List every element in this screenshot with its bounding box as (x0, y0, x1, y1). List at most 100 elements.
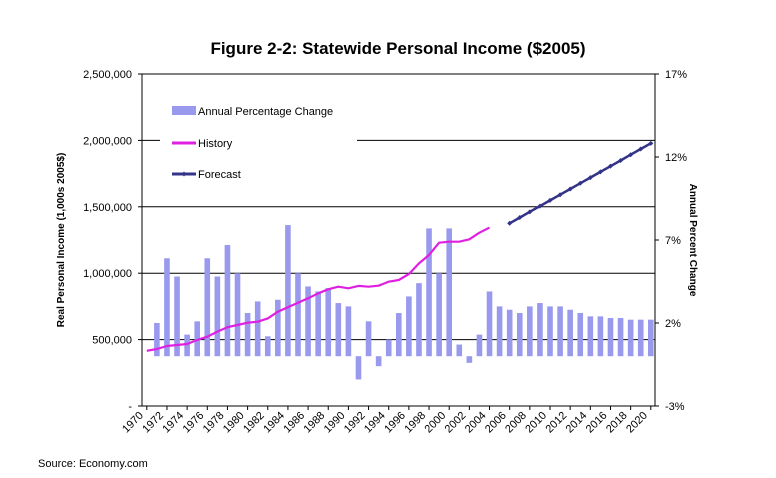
left-tick-label: 500,000 (92, 335, 132, 347)
legend-bar-swatch (172, 106, 196, 115)
right-tick-label: 7% (665, 235, 681, 247)
forecast-point-2012 (567, 186, 573, 192)
x-tick-label: 2006 (483, 410, 509, 436)
forecast-point-2018 (628, 152, 634, 158)
x-tick-label: 2000 (423, 410, 449, 436)
bar-2009 (537, 303, 543, 357)
bar-2020 (648, 319, 654, 357)
source-note: Source: Economy.com (38, 458, 148, 470)
bar-2014 (587, 316, 594, 357)
left-tick-label: 2,000,000 (83, 135, 132, 147)
bar-2017 (617, 318, 624, 357)
bar-2016 (607, 318, 614, 357)
bar-2006 (506, 309, 513, 357)
x-tick-label: 2020 (624, 410, 650, 436)
legend-forecast-marker (181, 171, 187, 177)
bar-2008 (527, 306, 533, 357)
bar-1983 (275, 299, 281, 357)
x-tick-label: 1982 (241, 410, 267, 436)
bar-2013 (577, 313, 584, 357)
bar-1996 (406, 296, 412, 357)
bar-1992 (365, 321, 372, 357)
right-tick-label: -3% (665, 401, 685, 413)
x-tick-label: 2002 (443, 410, 469, 436)
bar-1985 (295, 273, 301, 357)
bar-1981 (254, 301, 261, 357)
left-tick-label: 1,000,000 (83, 268, 132, 280)
bar-2005 (496, 306, 503, 357)
bar-1993 (375, 356, 382, 367)
x-tick-label: 2008 (503, 410, 529, 436)
forecast-point-2007 (517, 215, 523, 221)
bar-1991 (355, 356, 362, 380)
x-tick-label: 2012 (543, 410, 569, 436)
right-tick-label: 2% (665, 318, 681, 330)
x-tick-label: 2010 (523, 410, 549, 436)
bar-1972 (164, 258, 170, 357)
axes: - 500,000 1,000,000 1,500,000 2,000,000 2,500… (83, 69, 687, 435)
bar-1988 (325, 288, 332, 357)
bar-1971 (154, 323, 160, 357)
bar-1986 (305, 286, 311, 357)
forecast-point-2006 (507, 220, 513, 226)
x-tick-label: 1994 (362, 410, 388, 436)
legend-label-1: History (198, 138, 233, 150)
forecast-point-2014 (587, 175, 593, 181)
bar-1999 (436, 273, 442, 357)
left-tick-label: 2,500,000 (83, 69, 132, 81)
right-axis-label: Annual Percent Change (687, 184, 698, 297)
bar-1976 (204, 258, 211, 357)
right-tick-label: 12% (665, 152, 687, 164)
bar-1978 (224, 244, 231, 357)
bar-2002 (466, 356, 473, 363)
bar-2019 (637, 319, 644, 357)
forecast-point-2008 (527, 209, 533, 215)
x-tick-label: 1992 (342, 410, 368, 436)
bar-1987 (315, 291, 321, 357)
x-tick-label: 2004 (463, 410, 489, 436)
bar-2007 (516, 313, 523, 357)
forecast-point-2020 (648, 140, 654, 146)
x-tick-label: 1976 (181, 410, 207, 436)
x-tick-label: 2016 (584, 410, 610, 436)
forecast-point-2009 (537, 203, 543, 209)
bar-2001 (456, 344, 463, 357)
bar-2004 (486, 291, 493, 357)
bar-2011 (557, 306, 563, 357)
bar-2003 (476, 334, 483, 357)
x-tick-label: 1980 (221, 410, 247, 436)
legend: Annual Percentage Change History Forecast (172, 106, 333, 181)
bar-1994 (385, 339, 392, 357)
bar-1998 (426, 228, 432, 357)
x-tick-label: 1972 (140, 410, 166, 436)
bar-1973 (174, 276, 180, 357)
x-tick-label: 1970 (120, 410, 146, 436)
bar-1979 (234, 273, 241, 357)
bar-1975 (194, 321, 200, 357)
x-tick-label: 1984 (261, 410, 287, 436)
left-axis-label: Real Personal Income (1,000s 2005$) (56, 153, 67, 328)
bar-1982 (264, 336, 271, 357)
x-tick-label: 2014 (564, 410, 590, 436)
left-tick-label: 1,500,000 (83, 202, 132, 214)
forecast-point-2017 (618, 157, 624, 163)
x-tick-label: 1998 (402, 410, 428, 436)
bar-1984 (285, 225, 291, 357)
legend-label-2: Forecast (198, 169, 241, 181)
x-tick-label: 1986 (281, 410, 307, 436)
x-tick-label: 1990 (322, 410, 348, 436)
bar-1980 (244, 313, 251, 357)
left-tick-label: - (128, 401, 132, 413)
x-tick-label: 2018 (604, 410, 630, 436)
x-tick-label: 1988 (302, 410, 328, 436)
history-line (146, 226, 490, 352)
bar-1977 (214, 276, 221, 357)
right-tick-label: 17% (665, 69, 687, 81)
x-tick-label: 1978 (201, 410, 227, 436)
forecast-point-2015 (597, 169, 603, 175)
bar-2012 (567, 309, 573, 357)
forecast-point-2013 (577, 180, 583, 186)
bar-1990 (345, 306, 352, 357)
legend-label-0: Annual Percentage Change (198, 106, 333, 118)
